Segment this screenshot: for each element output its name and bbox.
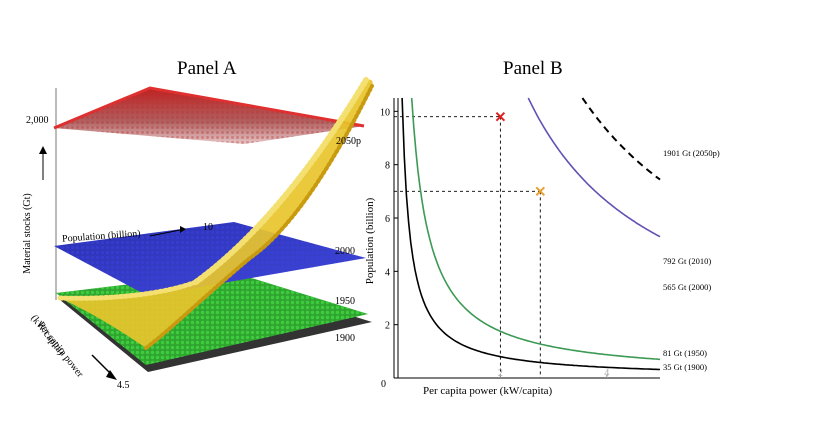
panel-b-title: Panel B	[503, 58, 563, 79]
marker-1	[535, 186, 546, 197]
x-tick-label-1: 4	[604, 368, 609, 379]
series-label-2: 565 Gt (2000)	[663, 282, 711, 292]
x-tick-label-0: 2	[498, 368, 503, 379]
panel-b-y-label: Population (billion)	[364, 197, 377, 285]
panel-a-x-tick: 4.5	[117, 380, 130, 391]
panel-a-title: Panel A	[177, 58, 237, 79]
plane-label-1900: 1900	[335, 333, 355, 344]
series-label-0: 35 Gt (1900)	[663, 362, 707, 372]
panel-b-x-label: Per capita power (kW/capita)	[423, 385, 553, 397]
plane-label-2050p: 2050p	[336, 136, 361, 147]
series-label-4: 1901 Gt (2050p)	[663, 148, 720, 158]
y-tick-label-3: 8	[385, 161, 390, 172]
y-tick-label-1: 4	[385, 267, 390, 278]
y-tick-label-2: 6	[385, 214, 390, 225]
plane-label-1950: 1950	[335, 296, 355, 307]
marker-1-b	[535, 186, 546, 197]
series-label-1: 81 Gt (1950)	[663, 348, 707, 358]
series-line-2	[527, 97, 661, 238]
origin-label: 0	[381, 379, 386, 390]
series-label-3: 792 Gt (2010)	[663, 256, 711, 266]
panel-a-y-tick: 10	[203, 222, 213, 233]
y-tick-label-4: 10	[380, 107, 390, 118]
y-tick-label-0: 2	[385, 321, 390, 332]
series-line-1	[410, 97, 661, 361]
plane-label-2000: 2000	[335, 246, 355, 257]
panel-a-z-tick: 2,000	[26, 115, 49, 126]
series-line-0	[401, 97, 661, 371]
series-line-3	[581, 97, 661, 181]
marker-0	[495, 111, 506, 122]
marker-0-b	[495, 111, 506, 122]
